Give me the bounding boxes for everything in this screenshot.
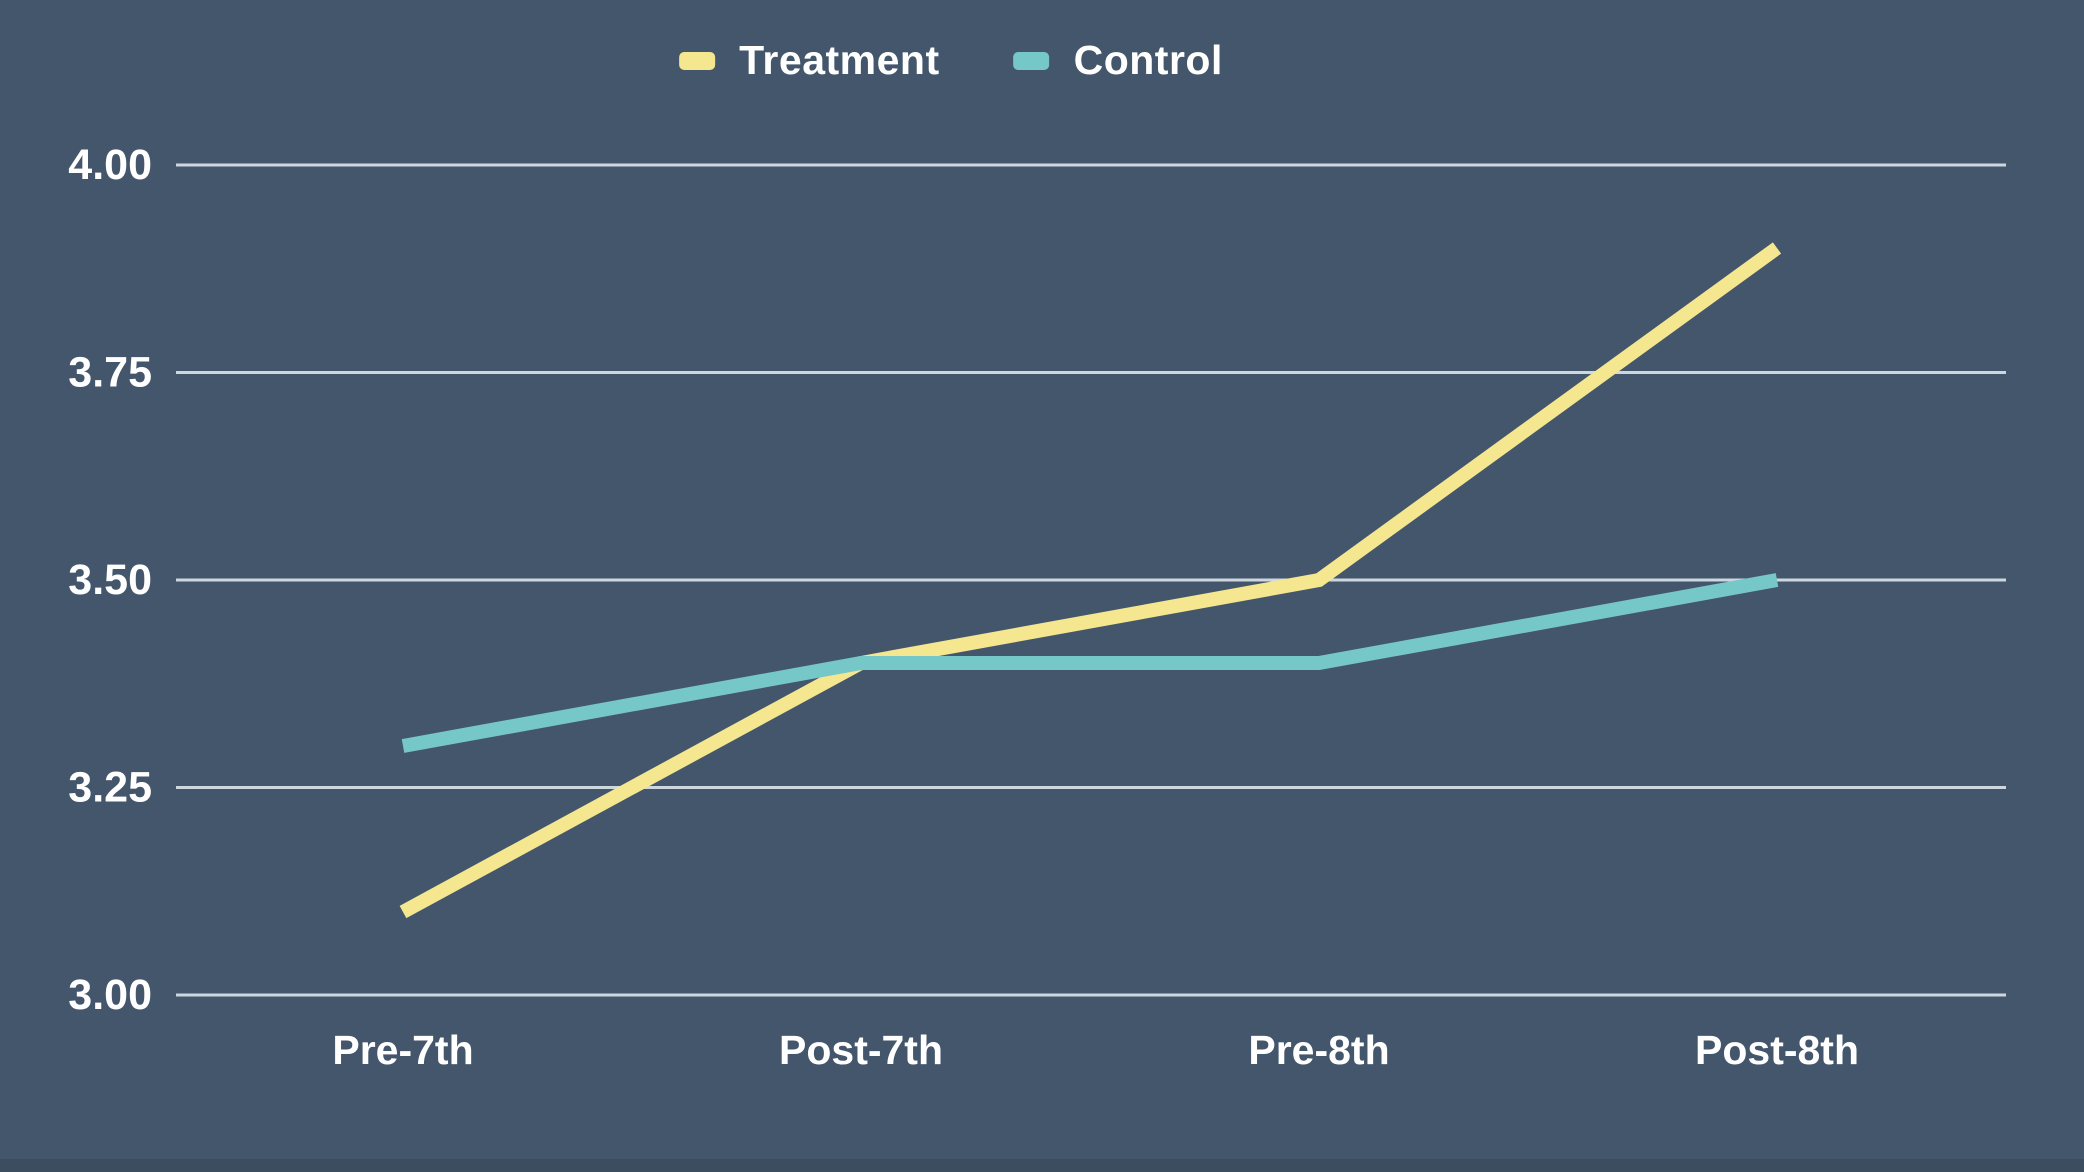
y-tick-label: 3.25 <box>68 764 152 812</box>
treatment-line <box>399 242 1782 919</box>
x-axis-label: Pre-8th <box>1248 1027 1389 1073</box>
x-axis-label: Post-7th <box>779 1027 943 1073</box>
y-tick-label: 4.00 <box>68 141 152 189</box>
y-tick-label: 3.50 <box>68 556 152 604</box>
treatment-legend-label: Treatment <box>739 37 940 83</box>
x-axis-label: Pre-7th <box>332 1027 473 1073</box>
control-line <box>401 573 1779 753</box>
legend-item-control: Control <box>1013 37 1223 83</box>
treatment-swatch-icon <box>679 51 716 70</box>
control-legend-label: Control <box>1073 37 1223 83</box>
bottom-edge-strip <box>0 1159 2084 1172</box>
x-axis-label: Post-8th <box>1695 1027 1859 1073</box>
chart-legend: Treatment Control <box>679 40 1223 81</box>
y-tick-label: 3.75 <box>68 349 152 397</box>
control-swatch-icon <box>1013 51 1050 70</box>
legend-item-treatment: Treatment <box>679 40 939 81</box>
y-tick-label: 3.00 <box>68 971 152 1019</box>
